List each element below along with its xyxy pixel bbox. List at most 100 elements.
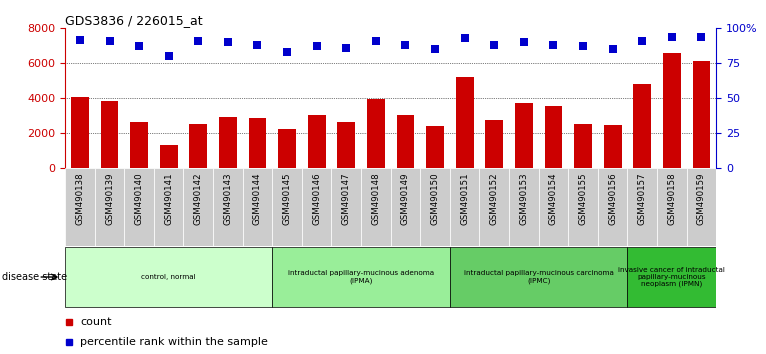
Bar: [456, 77, 473, 168]
FancyBboxPatch shape: [184, 168, 213, 246]
Bar: [367, 99, 385, 168]
Text: GSM490144: GSM490144: [253, 172, 262, 225]
Point: [162, 53, 175, 59]
Bar: [397, 115, 414, 168]
Text: GSM490157: GSM490157: [638, 172, 647, 225]
FancyBboxPatch shape: [597, 168, 627, 246]
Point: [696, 34, 708, 40]
FancyBboxPatch shape: [538, 168, 568, 246]
Text: GSM490150: GSM490150: [430, 172, 440, 225]
Point: [429, 46, 441, 52]
FancyBboxPatch shape: [450, 168, 480, 246]
Point: [666, 34, 678, 40]
FancyBboxPatch shape: [657, 168, 686, 246]
Point: [222, 40, 234, 45]
Text: GSM490155: GSM490155: [578, 172, 588, 225]
Text: GSM490145: GSM490145: [283, 172, 292, 225]
Text: GSM490151: GSM490151: [460, 172, 469, 225]
Text: GSM490146: GSM490146: [313, 172, 321, 225]
Bar: [663, 53, 681, 168]
FancyBboxPatch shape: [421, 168, 450, 246]
Text: GSM490141: GSM490141: [164, 172, 173, 225]
Text: control, normal: control, normal: [142, 274, 196, 280]
Point: [459, 35, 471, 41]
Text: intraductal papillary-mucinous carcinoma
(IPMC): intraductal papillary-mucinous carcinoma…: [463, 270, 614, 284]
FancyBboxPatch shape: [272, 247, 450, 307]
Point: [607, 46, 619, 52]
Bar: [545, 106, 562, 168]
Bar: [71, 97, 89, 168]
Text: GSM490153: GSM490153: [519, 172, 529, 225]
Text: GSM490147: GSM490147: [342, 172, 351, 225]
Point: [103, 38, 116, 44]
Point: [399, 42, 411, 48]
Point: [251, 42, 264, 48]
FancyBboxPatch shape: [124, 168, 154, 246]
FancyBboxPatch shape: [361, 168, 391, 246]
Bar: [337, 122, 355, 168]
FancyBboxPatch shape: [568, 168, 597, 246]
Text: GSM490154: GSM490154: [549, 172, 558, 225]
Text: count: count: [80, 317, 112, 327]
FancyBboxPatch shape: [65, 247, 272, 307]
Bar: [692, 61, 710, 168]
Text: GSM490159: GSM490159: [697, 172, 706, 224]
Bar: [219, 118, 237, 168]
Bar: [486, 120, 503, 168]
FancyBboxPatch shape: [509, 168, 538, 246]
Text: GSM490142: GSM490142: [194, 172, 203, 225]
FancyBboxPatch shape: [65, 168, 95, 246]
Point: [636, 38, 648, 44]
FancyBboxPatch shape: [480, 168, 509, 246]
Point: [310, 44, 322, 49]
Text: GSM490143: GSM490143: [224, 172, 232, 225]
FancyBboxPatch shape: [213, 168, 243, 246]
FancyBboxPatch shape: [332, 168, 361, 246]
Point: [577, 44, 589, 49]
Bar: [308, 115, 326, 168]
FancyBboxPatch shape: [391, 168, 421, 246]
Bar: [604, 125, 621, 168]
FancyBboxPatch shape: [450, 247, 627, 307]
Bar: [100, 101, 119, 168]
Text: GSM490139: GSM490139: [105, 172, 114, 224]
FancyBboxPatch shape: [302, 168, 332, 246]
FancyBboxPatch shape: [686, 168, 716, 246]
FancyBboxPatch shape: [272, 168, 302, 246]
Bar: [574, 124, 592, 168]
Point: [518, 40, 530, 45]
Point: [547, 42, 559, 48]
Text: GSM490152: GSM490152: [489, 172, 499, 225]
Bar: [189, 124, 207, 168]
Text: intraductal papillary-mucinous adenoma
(IPMA): intraductal papillary-mucinous adenoma (…: [288, 270, 434, 284]
Bar: [249, 118, 267, 168]
Text: invasive cancer of intraductal
papillary-mucinous
neoplasm (IPMN): invasive cancer of intraductal papillary…: [618, 267, 725, 287]
Text: GSM490140: GSM490140: [135, 172, 143, 225]
FancyBboxPatch shape: [154, 168, 184, 246]
Bar: [426, 126, 444, 168]
Text: GSM490158: GSM490158: [667, 172, 676, 225]
Point: [488, 42, 500, 48]
Point: [370, 38, 382, 44]
Bar: [278, 129, 296, 168]
Text: percentile rank within the sample: percentile rank within the sample: [80, 337, 268, 348]
Point: [133, 44, 146, 49]
Text: GSM490149: GSM490149: [401, 172, 410, 224]
FancyBboxPatch shape: [95, 168, 124, 246]
Point: [281, 49, 293, 55]
Text: GDS3836 / 226015_at: GDS3836 / 226015_at: [65, 14, 203, 27]
FancyBboxPatch shape: [627, 168, 657, 246]
Text: GSM490156: GSM490156: [608, 172, 617, 225]
Bar: [130, 122, 148, 168]
FancyBboxPatch shape: [627, 247, 716, 307]
Text: disease state: disease state: [2, 272, 67, 282]
Point: [74, 37, 86, 42]
Point: [192, 38, 205, 44]
Bar: [515, 103, 532, 168]
Bar: [633, 84, 651, 168]
FancyBboxPatch shape: [243, 168, 272, 246]
Bar: [160, 144, 178, 168]
Text: GSM490148: GSM490148: [372, 172, 381, 225]
Point: [340, 45, 352, 51]
Text: GSM490138: GSM490138: [75, 172, 84, 225]
